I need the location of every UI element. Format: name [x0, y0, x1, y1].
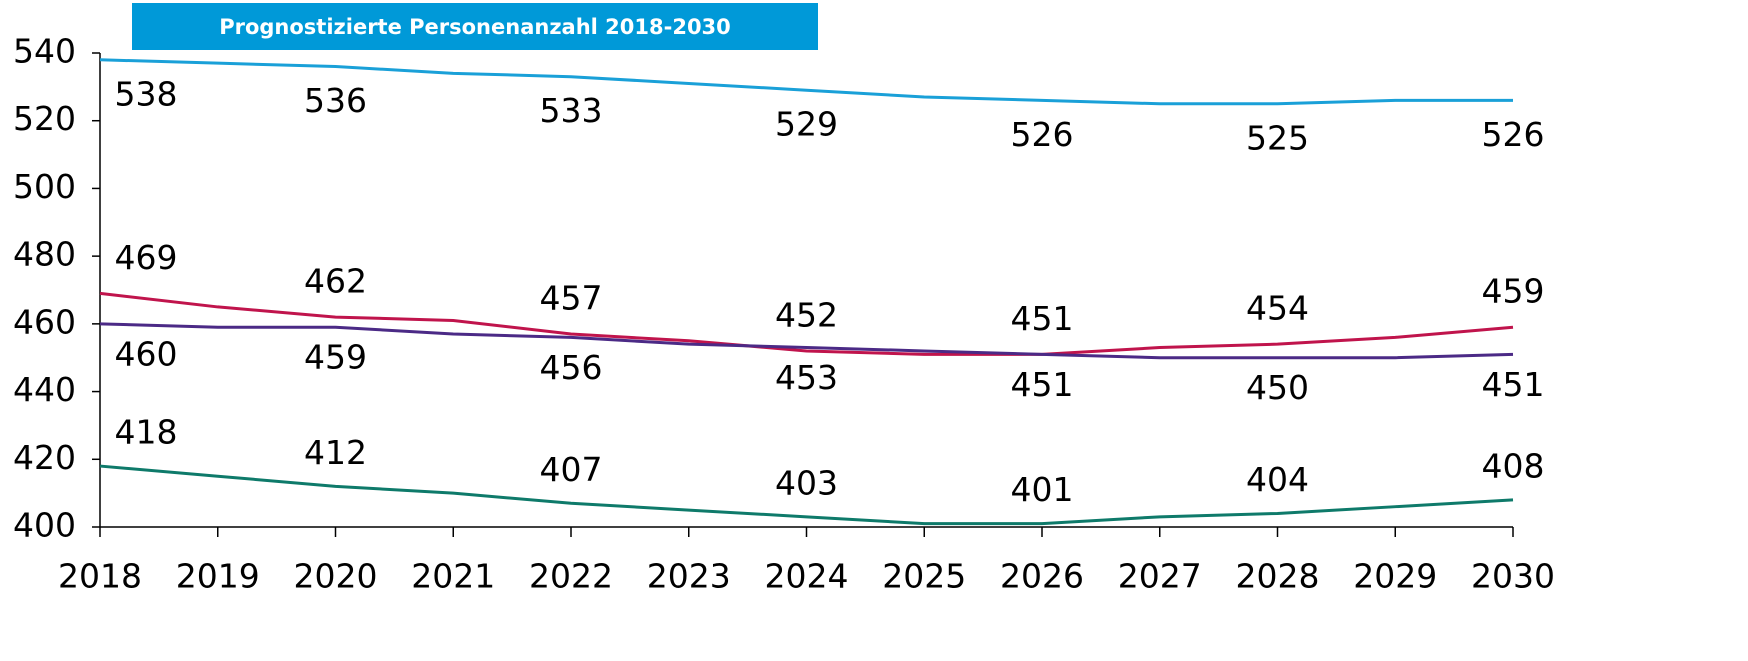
data-label: 451	[1482, 365, 1545, 404]
title-box	[132, 3, 818, 50]
data-label: 408	[1482, 446, 1545, 485]
data-label: 459	[304, 338, 367, 377]
data-label: 450	[1246, 368, 1309, 407]
data-label: 451	[1011, 299, 1074, 338]
data-label: 403	[775, 463, 838, 502]
x-tick-label: 2022	[529, 557, 613, 596]
data-label: 452	[775, 295, 838, 334]
x-tick-label: 2030	[1471, 557, 1555, 596]
x-tick-label: 2028	[1236, 557, 1320, 596]
data-label: 407	[540, 450, 603, 489]
series-line	[99, 464, 1514, 526]
x-tick-label: 2018	[58, 557, 142, 596]
data-label: 525	[1246, 118, 1309, 157]
x-tick-label: 2027	[1118, 557, 1202, 596]
x-tick-label: 2020	[294, 557, 378, 596]
data-label: 460	[115, 334, 178, 373]
data-label: 526	[1011, 115, 1074, 154]
data-label: 454	[1246, 289, 1309, 328]
data-label: 457	[540, 279, 603, 318]
x-tick-label: 2025	[882, 557, 966, 596]
x-tick-label: 2023	[647, 557, 731, 596]
data-label: 459	[1482, 272, 1545, 311]
data-label: 526	[1482, 115, 1545, 154]
series-line	[99, 291, 1514, 356]
y-tick-label: 400	[13, 506, 76, 545]
x-tick-label: 2019	[176, 557, 260, 596]
data-label: 412	[304, 433, 367, 472]
data-label: 529	[775, 105, 838, 144]
y-tick-label: 480	[13, 235, 76, 274]
data-label: 453	[775, 358, 838, 397]
data-label: 538	[115, 74, 178, 113]
x-tick-label: 2024	[765, 557, 849, 596]
data-label: 418	[115, 413, 178, 452]
x-tick-label: 2026	[1000, 557, 1084, 596]
data-label: 401	[1011, 470, 1074, 509]
data-label: 456	[540, 348, 603, 387]
series-line	[99, 58, 1513, 106]
data-label: 451	[1011, 365, 1074, 404]
y-tick-label: 540	[13, 32, 76, 71]
data-label: 404	[1246, 460, 1309, 499]
y-tick-label: 440	[13, 370, 76, 409]
x-tick-label: 2021	[411, 557, 495, 596]
y-tick-label: 460	[13, 302, 76, 341]
y-tick-label: 420	[13, 438, 76, 477]
data-label: 533	[540, 91, 603, 130]
y-tick-label: 520	[13, 99, 76, 138]
y-tick-label: 500	[13, 167, 76, 206]
data-label: 462	[304, 262, 367, 301]
x-tick-label: 2029	[1353, 557, 1437, 596]
data-label: 536	[304, 81, 367, 120]
series-line	[99, 322, 1514, 360]
data-label: 469	[115, 238, 178, 277]
chart-title: Prognostizierte Personenanzahl 2018-2030	[219, 15, 731, 39]
